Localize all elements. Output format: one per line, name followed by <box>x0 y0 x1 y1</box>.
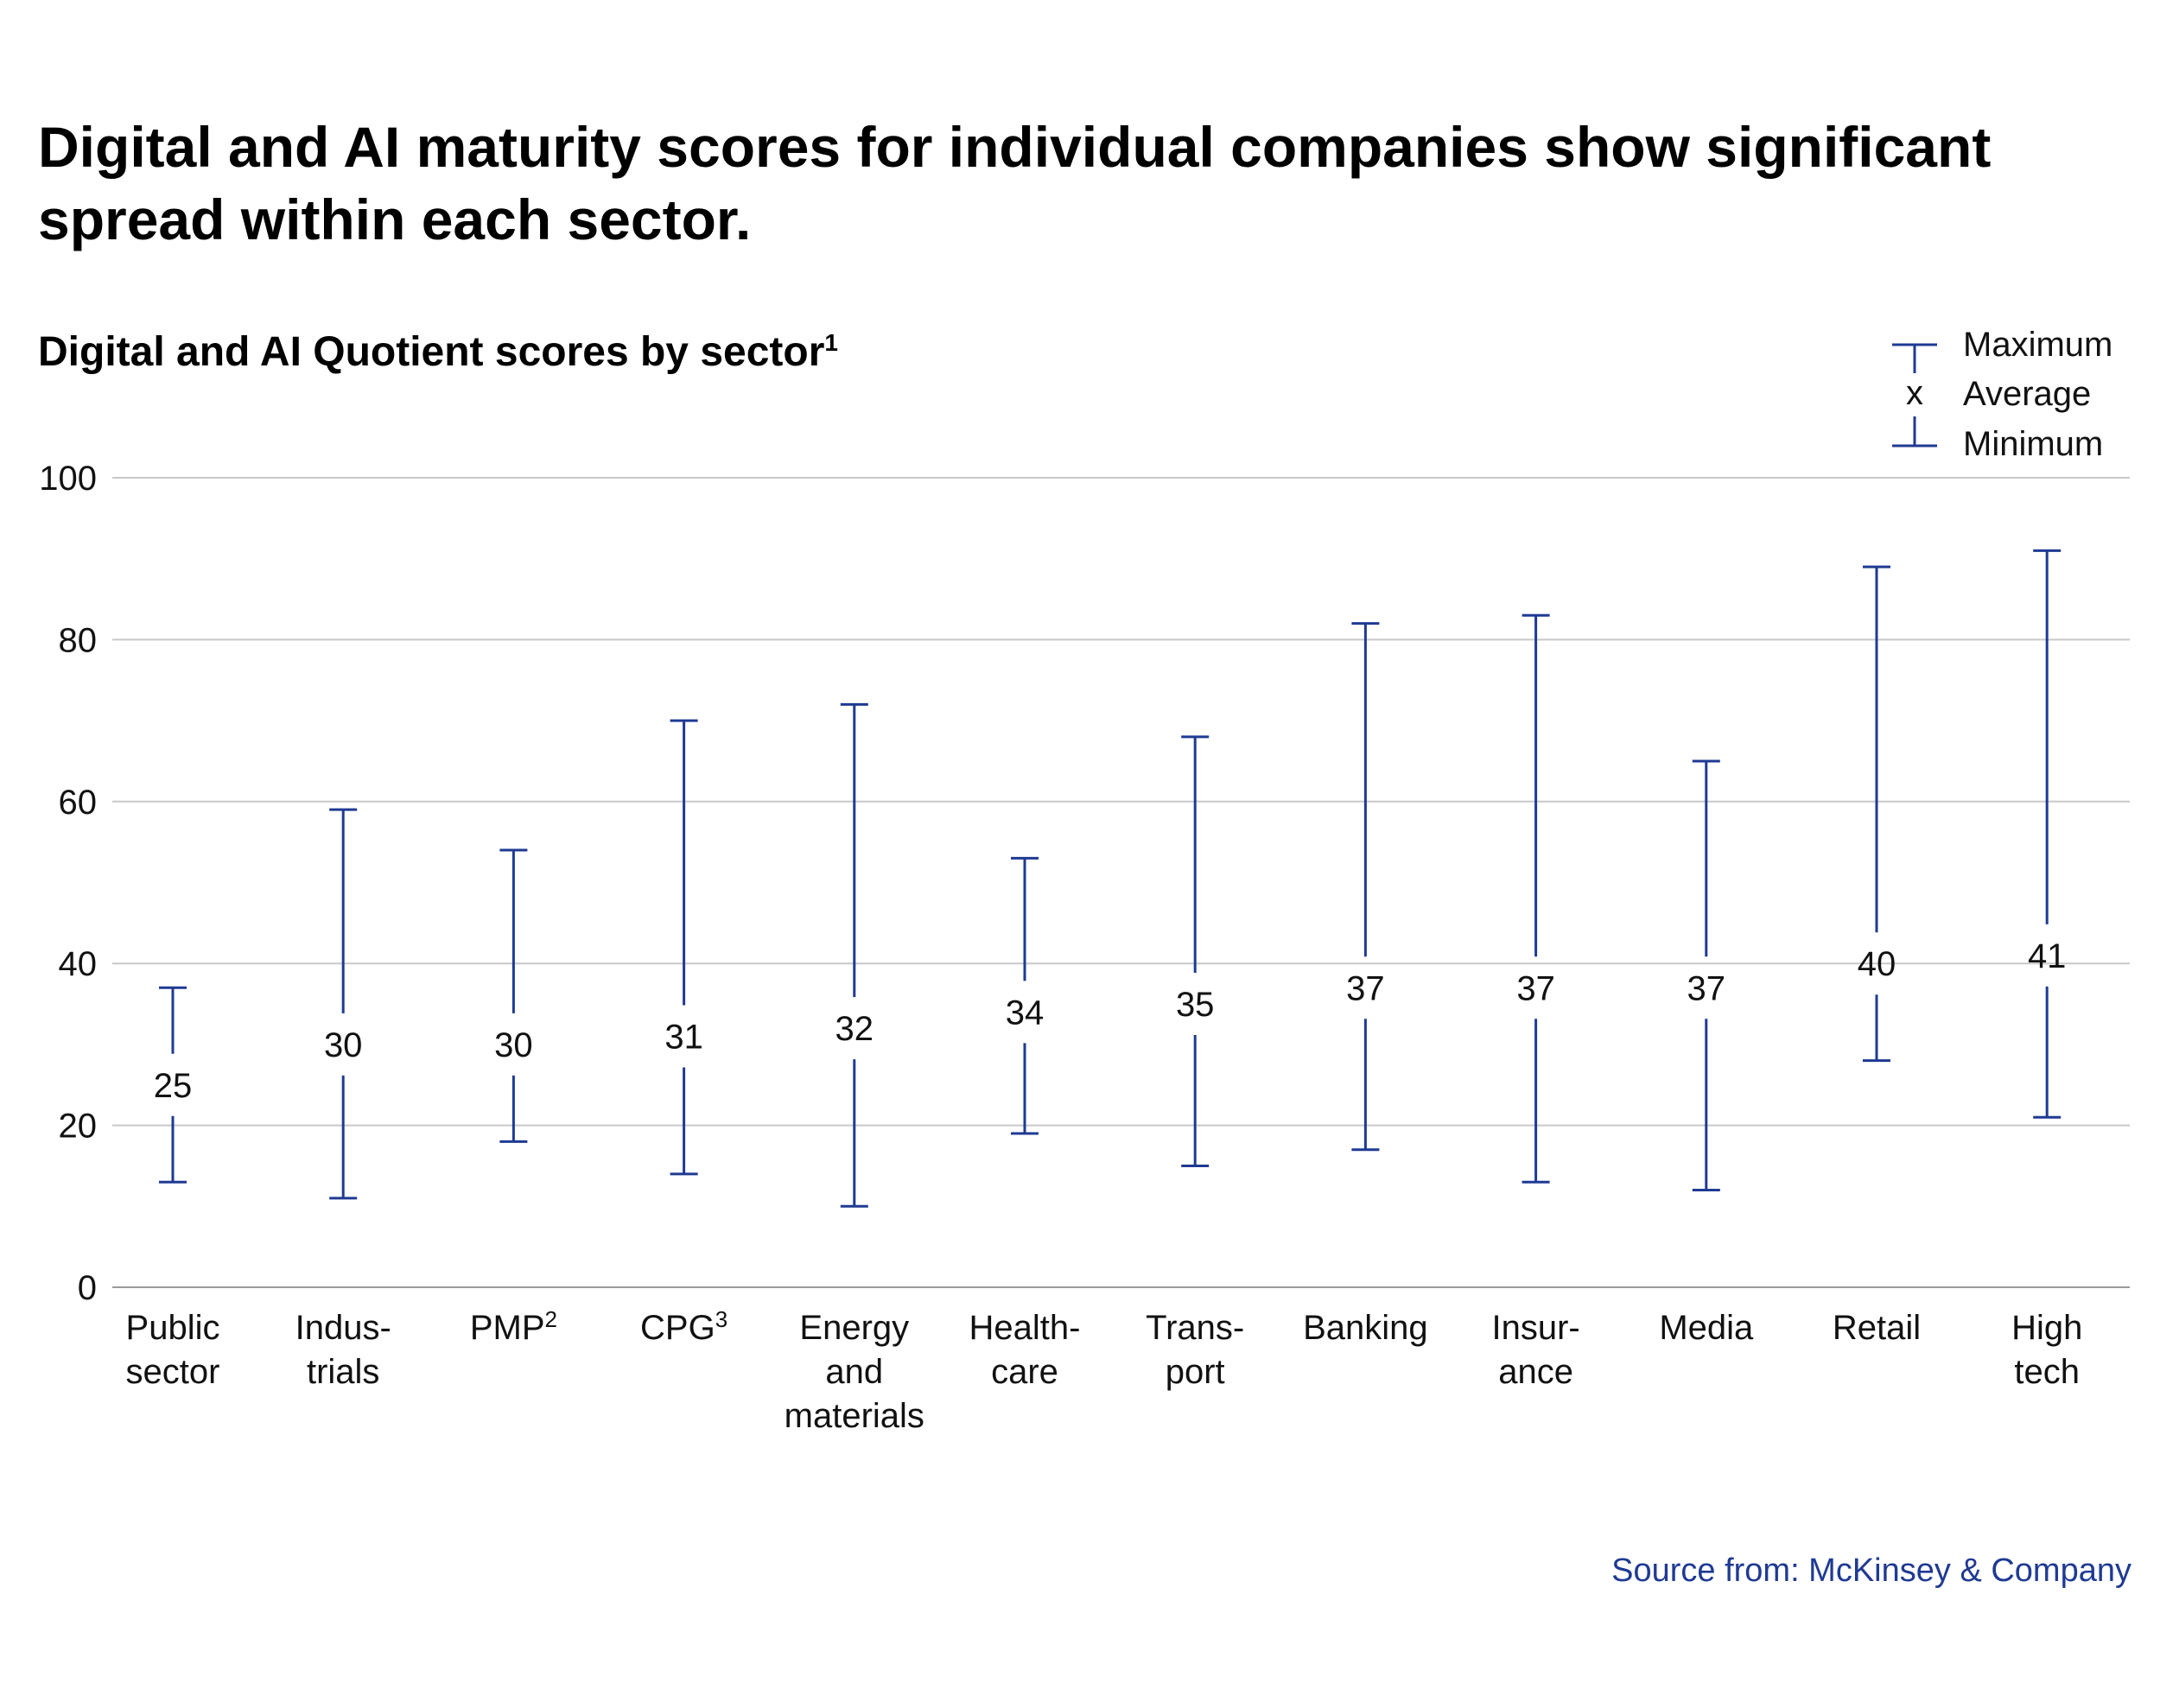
chart-subtitle-text: Digital and AI Quotient scores by sector <box>38 329 825 375</box>
y-tick-label: 0 <box>78 1269 97 1307</box>
y-tick-label: 20 <box>59 1108 98 1146</box>
legend-maximum-label: Maximum <box>1963 326 2112 364</box>
average-value-label: 35 <box>1176 986 1215 1024</box>
average-value-label: 37 <box>1346 969 1385 1007</box>
category-label: Trans- <box>1146 1309 1244 1347</box>
category-label: Indus- <box>295 1309 391 1347</box>
category-label: Banking <box>1303 1309 1428 1347</box>
y-tick-label: 80 <box>59 621 98 659</box>
category-label: materials <box>785 1397 924 1435</box>
category-footnote-marker: 3 <box>715 1306 727 1332</box>
average-value-label: 30 <box>494 1026 533 1064</box>
average-value-label: 37 <box>1516 969 1555 1007</box>
chart-headline: Digital and AI maturity scores for indiv… <box>38 115 1992 251</box>
category-label: ance <box>1498 1353 1573 1391</box>
average-value-label: 25 <box>154 1067 193 1105</box>
legend-minimum-label: Minimum <box>1963 425 2103 463</box>
category-label: and <box>825 1353 883 1391</box>
category-label: care <box>991 1353 1058 1391</box>
subtitle-footnote-marker: 1 <box>824 329 838 356</box>
source-note: Source from: McKinsey & Company <box>1611 1552 2131 1589</box>
y-tick-label: 60 <box>59 784 98 822</box>
category-label: trials <box>307 1353 379 1391</box>
average-value-label: 31 <box>664 1019 703 1057</box>
average-value-label: 40 <box>1858 945 1896 983</box>
average-value-label: 41 <box>2028 937 2067 975</box>
category-label: CPG3 <box>640 1306 727 1347</box>
category-label: sector <box>126 1353 220 1391</box>
category-label: Insur- <box>1491 1309 1579 1347</box>
category-label: port <box>1166 1353 1225 1391</box>
y-tick-label: 100 <box>39 460 97 498</box>
category-label: Public <box>126 1309 220 1347</box>
average-value-label: 30 <box>324 1026 363 1064</box>
category-footnote-marker: 2 <box>545 1306 557 1332</box>
category-label: PMP2 <box>470 1306 557 1347</box>
legend-average-marker: x <box>1906 374 1923 412</box>
average-value-label: 37 <box>1687 969 1726 1007</box>
category-label: Energy <box>799 1309 909 1347</box>
category-label: Health- <box>969 1309 1081 1347</box>
average-value-label: 32 <box>835 1010 874 1048</box>
category-label: tech <box>2014 1353 2080 1391</box>
category-label: Media <box>1659 1309 1754 1347</box>
y-tick-label: 40 <box>59 945 98 983</box>
category-label: Retail <box>1833 1309 1921 1347</box>
chart-subtitle: Digital and AI Quotient scores by sector… <box>38 328 838 376</box>
category-label: High <box>2011 1309 2082 1347</box>
average-value-label: 34 <box>1006 994 1045 1032</box>
legend-average-label: Average <box>1963 375 2091 413</box>
